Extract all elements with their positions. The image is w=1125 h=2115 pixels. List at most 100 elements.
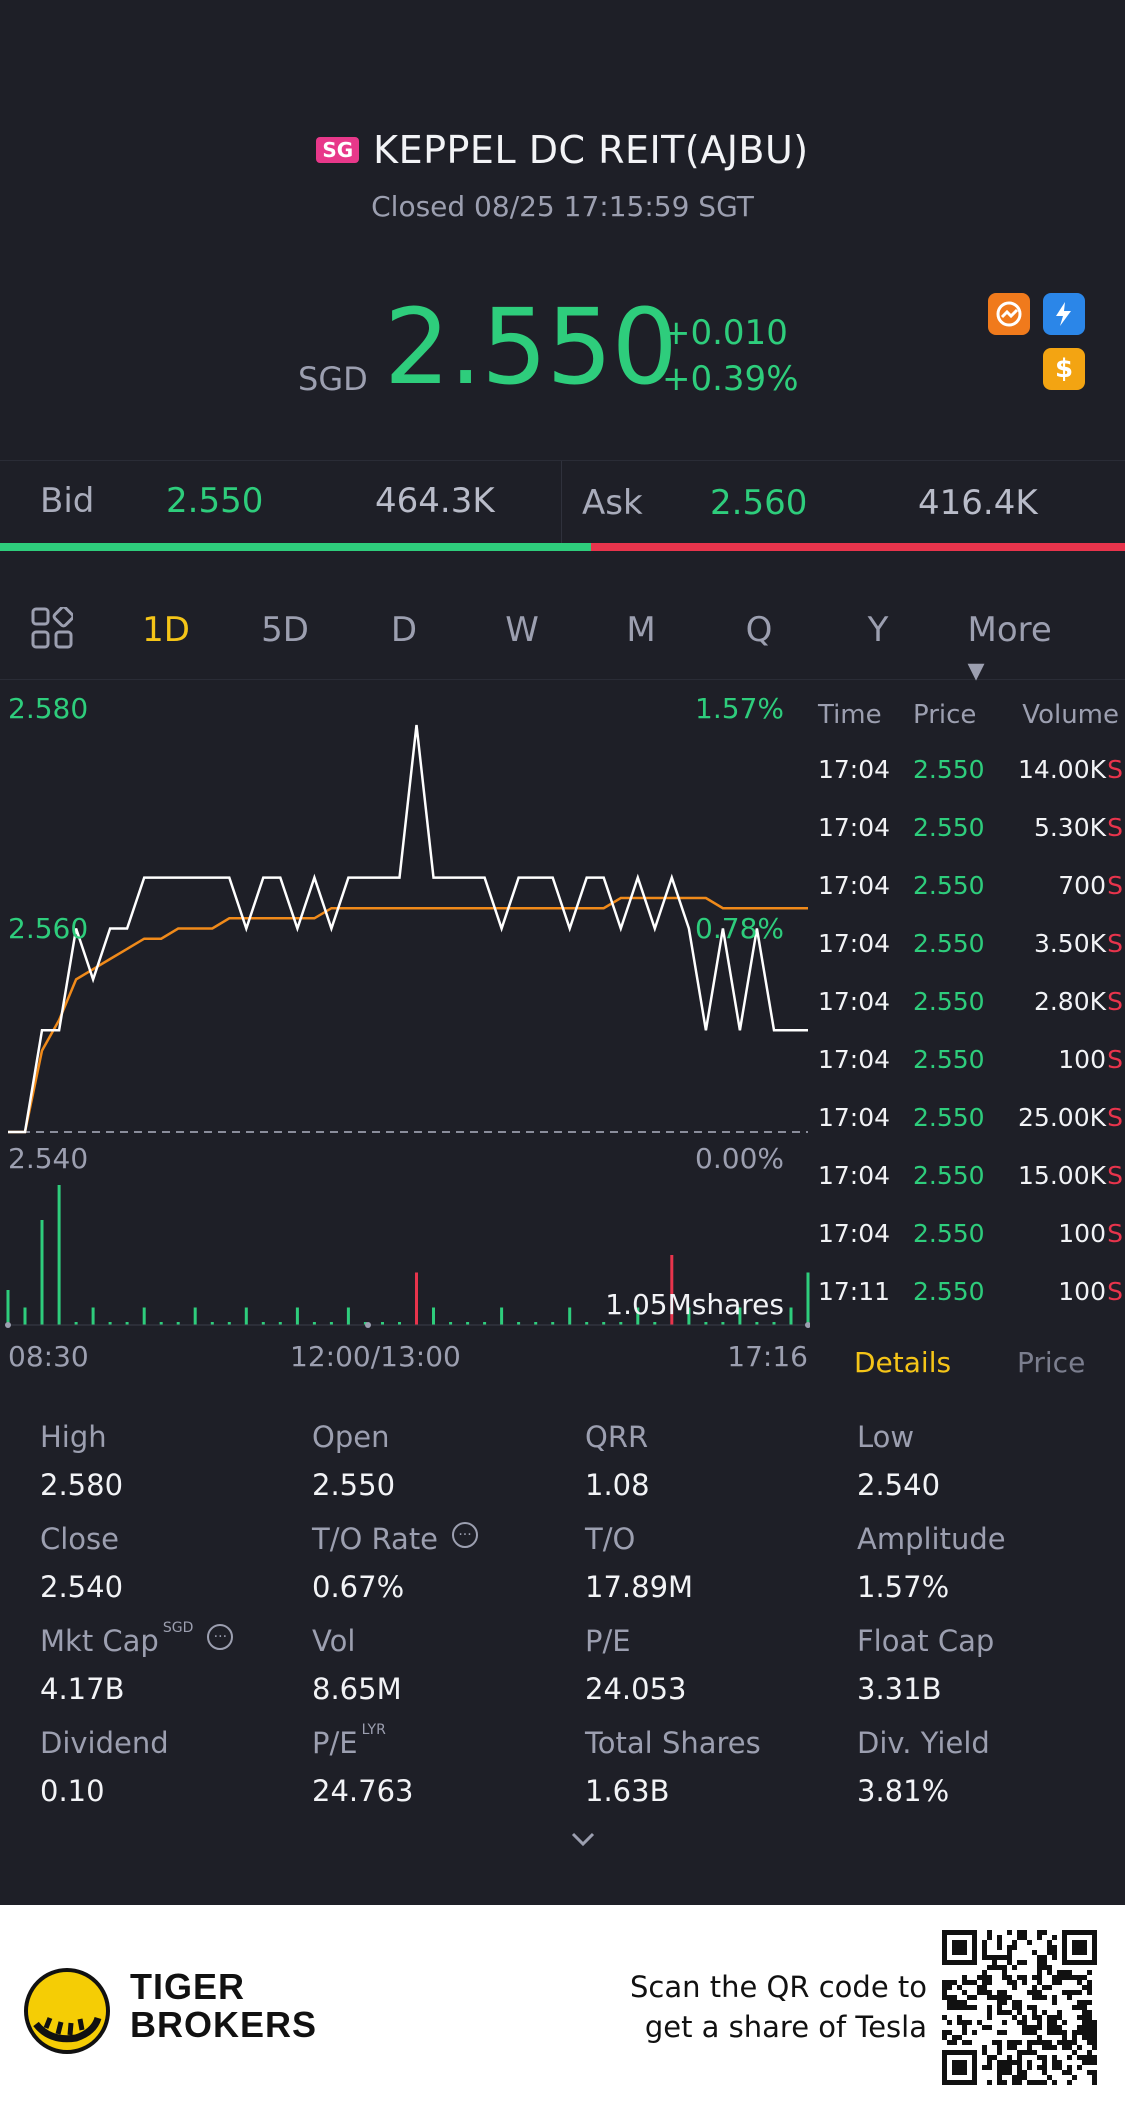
col-time: Time [818,700,882,730]
scan-promo-text: Scan the QR code to get a share of Tesla [630,1967,927,2047]
volume-bar [278,1322,282,1325]
trade-panel-tabs: Details Price [810,1340,1125,1390]
volume-bar [772,1322,776,1325]
info-icon[interactable]: ··· [207,1624,234,1650]
tab-more[interactable]: More ▾ [967,610,1052,690]
trade-side: S [1107,1219,1123,1248]
trade-price: 2.550 [913,813,985,842]
volume-bar [619,1322,623,1325]
tab-y[interactable]: Y [867,610,889,650]
trade-price: 2.550 [913,1045,985,1074]
y-label-low: 2.540 [8,1142,89,1175]
period-tabs: 1D 5D D W M Q Y More ▾ [0,580,1125,690]
stock-title: KEPPEL DC REIT(AJBU) [373,128,809,172]
lightning-badge-icon[interactable] [1043,293,1085,335]
tab-details[interactable]: Details [854,1346,952,1379]
stat-value: 8.65M [312,1672,402,1706]
trade-volume: 700 [1058,871,1106,900]
stat-low: Low 2.540 [857,1420,1125,1502]
stat-label: High [40,1420,107,1454]
tiger-logo-icon [24,1968,110,2054]
stat-high: High 2.580 [40,1420,310,1502]
bid-ask-bar: Bid 2.550 464.3K Ask 2.560 416.4K [0,460,1125,545]
trade-price: 2.550 [913,1277,985,1306]
dollar-icon[interactable]: $ [1043,348,1085,390]
trade-time: 17:04 [818,871,891,900]
bid-ask-divider [561,461,562,545]
stat-value: 1.57% [857,1570,950,1604]
trade-volume: 15.00K [1018,1161,1106,1190]
tab-5d[interactable]: 5D [261,610,309,650]
tab-m[interactable]: M [626,610,656,650]
tab-price[interactable]: Price [1017,1346,1086,1379]
average-price-line [8,896,808,1134]
stat-pe-lyr: P/E LYR 24.763 [312,1722,582,1808]
volume-bar [261,1322,265,1325]
trade-volume: 25.00K [1018,1103,1106,1132]
volume-bar [568,1307,572,1325]
price-change: +0.010 +0.39% [662,310,799,402]
tab-q[interactable]: Q [745,610,773,650]
stat-float-cap: Float Cap 3.31B [857,1624,1125,1706]
volume-bar [687,1307,691,1325]
volume-bar [806,1272,810,1325]
stat-label: Div. Yield [857,1726,990,1760]
info-icon[interactable]: ··· [452,1522,479,1548]
last-price: 2.550 [384,286,678,408]
pct-label-high: 1.57% [695,692,784,725]
trade-price: 2.550 [913,1161,985,1190]
trade-row: 17:04 2.550 3.50K S [810,929,1125,987]
volume-bar [381,1322,384,1325]
orange-badge-icon[interactable] [988,293,1030,335]
stat-total-shares: Total Shares 1.63B [585,1726,855,1808]
volume-bar [466,1322,470,1325]
pct-label-mid: 0.78% [695,912,784,945]
volume-bar [57,1185,61,1325]
title-row: SG KEPPEL DC REIT(AJBU) [0,128,1125,172]
stat-label: Low [857,1420,915,1454]
scan-line-2: get a share of Tesla [644,2010,927,2044]
trade-side: S [1107,871,1123,900]
lyr-superscript: LYR [361,1722,386,1738]
volume-bar [108,1322,112,1325]
stat-label: Float Cap [857,1624,995,1658]
volume-bar [500,1307,504,1325]
stat-label: Total Shares [585,1726,761,1760]
intraday-chart[interactable]: 2.580 2.560 2.540 1.57% 0.78% 0.00% 1.05… [0,680,811,1373]
currency-label: SGD [298,360,368,398]
qr-code[interactable] [942,1930,1097,2085]
trade-time: 17:04 [818,1219,891,1248]
volume-bar [6,1290,10,1325]
trade-volume: 14.00K [1018,755,1106,784]
volume-bar [295,1307,299,1325]
trade-volume: 100 [1058,1045,1106,1074]
price-chart-svg [5,724,811,1328]
promo-footer: TIGER BROKERS Scan the QR code to get a … [0,1905,1125,2115]
chevron-down-icon[interactable] [570,1830,596,1848]
x-label-mid: 12:00/13:00 [290,1340,461,1373]
volume-bar [125,1322,129,1325]
tab-w[interactable]: W [505,610,539,650]
stat-value: 3.31B [857,1672,942,1706]
grid-layout-icon[interactable] [31,607,73,649]
volume-bar [415,1272,418,1325]
market-badge: SG [316,137,360,163]
stat-value: 2.580 [40,1468,124,1502]
trade-volume: 100 [1058,1277,1106,1306]
trade-row: 17:04 2.550 2.80K S [810,987,1125,1045]
volume-bar [40,1220,44,1325]
volume-bar [23,1307,27,1325]
tab-d[interactable]: D [390,610,418,650]
price-line [8,724,808,1134]
volume-bar [721,1322,725,1325]
volume-bar [176,1322,180,1325]
trade-side: S [1107,987,1123,1016]
trade-side: S [1107,929,1123,958]
session-break-marker [365,1322,371,1328]
stat-value: 1.08 [585,1468,650,1502]
volume-bar [738,1307,742,1325]
col-volume: Volume [1022,700,1119,730]
trade-side: S [1107,1161,1123,1190]
tab-1d[interactable]: 1D [142,610,190,650]
trade-row: 17:04 2.550 25.00K S [810,1103,1125,1161]
